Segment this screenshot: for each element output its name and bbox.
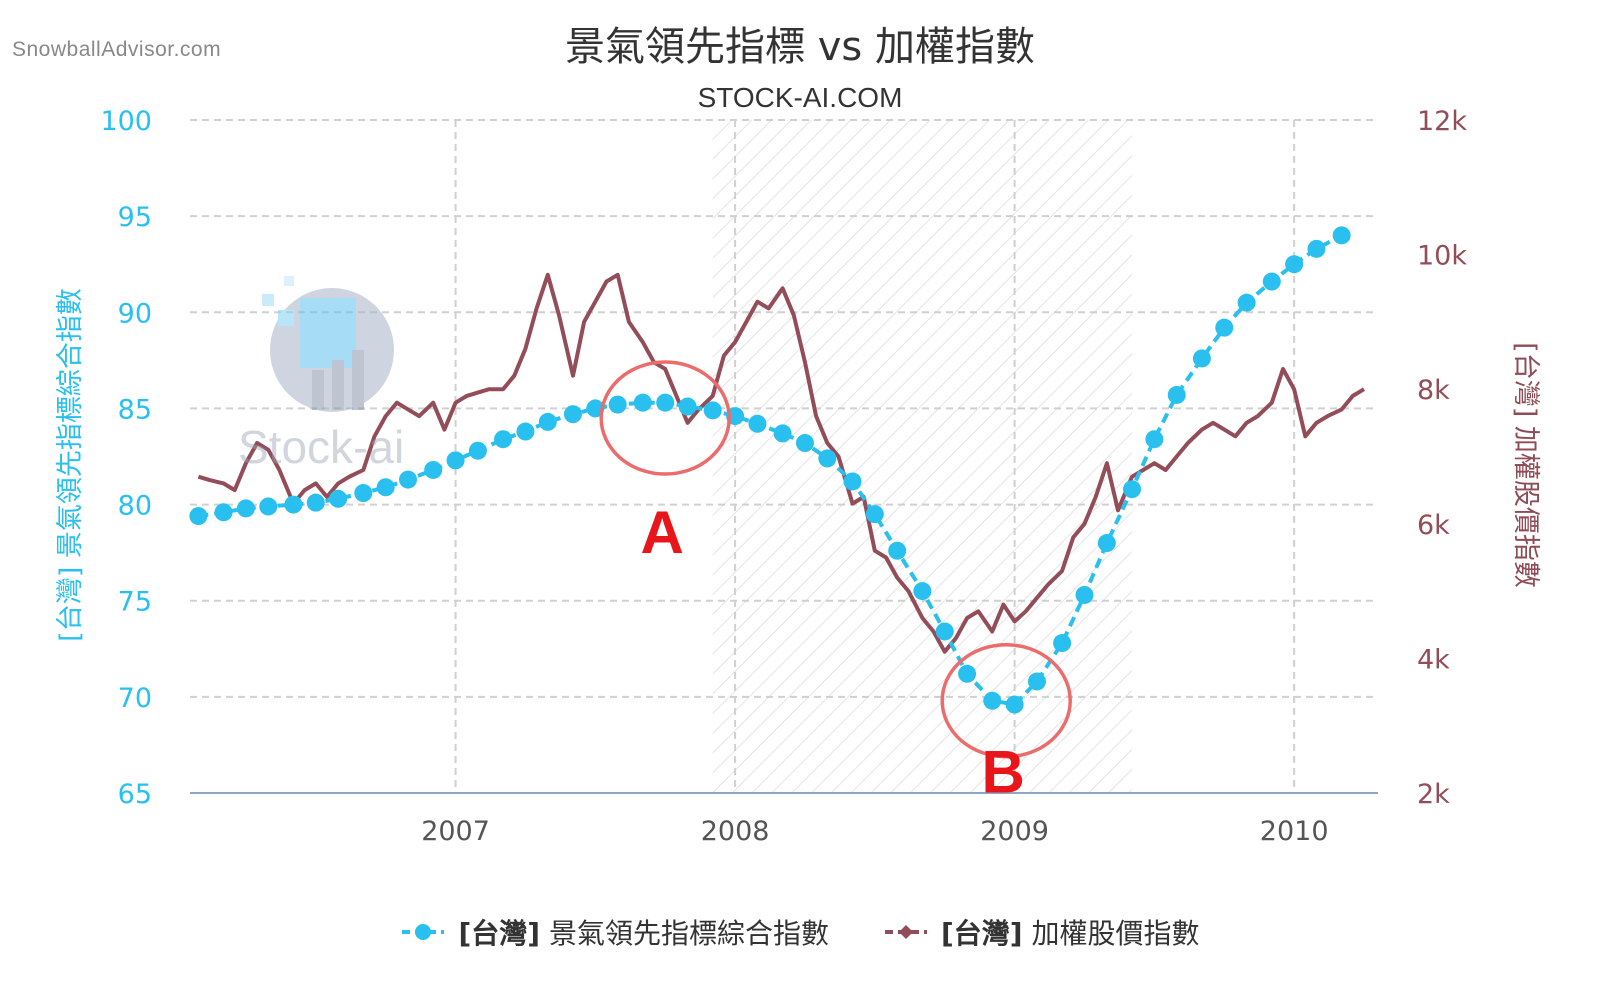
series-point-leading[interactable] [1005, 695, 1024, 714]
series-point-leading[interactable] [1167, 385, 1186, 404]
series-point-leading[interactable] [563, 405, 582, 424]
chart-subtitle: STOCK-AI.COM [697, 82, 903, 113]
series-point-leading[interactable] [424, 460, 443, 479]
series-point-leading[interactable] [913, 582, 932, 601]
series-point-leading[interactable] [284, 495, 303, 514]
x-tick-label: 2007 [421, 816, 490, 847]
site-watermark: SnowballAdvisor.com [12, 38, 222, 61]
legend-taiex-label: 加權股價指數 [1031, 917, 1200, 950]
legend-taiex-prefix: [台灣] [941, 917, 1023, 950]
series-point-leading[interactable] [1215, 318, 1234, 337]
legend-item-leading[interactable]: [台灣] 景氣領先指標綜合指數 [400, 912, 829, 952]
series-point-leading[interactable] [259, 497, 278, 516]
y-left-tick-label: 80 [118, 491, 152, 522]
series-point-leading[interactable] [678, 397, 697, 416]
y-left-tick-label: 65 [118, 779, 152, 810]
series-point-leading[interactable] [306, 493, 325, 512]
y-right-tick-label: 8k [1417, 375, 1450, 406]
series-point-leading[interactable] [1053, 634, 1072, 653]
legend-marker-diamond-icon [885, 925, 927, 939]
logo-text: Stock-ai [238, 421, 405, 473]
series-point-leading[interactable] [236, 499, 255, 518]
series-point-leading[interactable] [189, 507, 208, 526]
y-right-tick-label: 6k [1417, 510, 1450, 541]
series-point-leading[interactable] [608, 395, 627, 414]
y-right-tick-label: 2k [1417, 779, 1450, 810]
series-point-leading[interactable] [516, 422, 535, 441]
y-axis-left-label: [台灣] 景氣領先指標綜合指數 [55, 288, 86, 642]
series-point-leading[interactable] [1237, 293, 1256, 312]
legend-leading-prefix: [台灣] [458, 917, 541, 950]
series-point-leading[interactable] [983, 691, 1002, 710]
y-left-tick-label: 100 [100, 106, 152, 137]
series-point-leading[interactable] [1262, 272, 1281, 291]
series-point-leading[interactable] [1145, 430, 1164, 449]
y-left-tick-label: 75 [118, 587, 152, 618]
series-point-leading[interactable] [656, 393, 675, 412]
annotation-circle-a [599, 360, 731, 476]
series-point-leading[interactable] [633, 393, 652, 412]
x-tick-label: 2008 [701, 816, 770, 847]
annotation-circle-b [940, 642, 1072, 759]
series-point-leading[interactable] [843, 472, 862, 491]
y-left-tick-label: 70 [118, 683, 152, 714]
y-left-tick-label: 95 [118, 202, 152, 233]
legend-marker-dot-icon [402, 924, 445, 940]
series-point-leading[interactable] [888, 541, 907, 560]
series-point-leading[interactable] [1123, 480, 1142, 499]
annotation-label-b: B [982, 739, 1025, 806]
x-tick-label: 2010 [1260, 816, 1329, 847]
series-point-leading[interactable] [214, 503, 233, 522]
stock-ai-logo [262, 276, 394, 412]
series-point-leading[interactable] [1307, 239, 1326, 258]
y-axis-right-label: [台灣] 加權股價指數 [1510, 342, 1541, 588]
series-point-leading[interactable] [795, 434, 814, 453]
series-point-leading[interactable] [958, 664, 977, 683]
y-right-tick-label: 10k [1417, 241, 1467, 272]
series-point-leading[interactable] [1075, 585, 1094, 604]
legend-item-taiex[interactable]: [台灣] 加權股價指數 [883, 912, 1200, 952]
y-right-tick-label: 12k [1417, 106, 1467, 137]
series-point-leading[interactable] [329, 489, 348, 508]
series-point-leading[interactable] [354, 484, 373, 503]
series-point-leading[interactable] [1027, 672, 1046, 691]
annotation-label-a: A [641, 499, 684, 566]
series-point-leading[interactable] [1097, 534, 1116, 553]
series-point-leading[interactable] [1192, 349, 1211, 368]
legend-leading-label: 景氣領先指標綜合指數 [548, 917, 829, 950]
y-left-tick-label: 85 [118, 394, 152, 425]
series-point-leading[interactable] [748, 414, 767, 433]
series-point-leading[interactable] [773, 424, 792, 443]
series-point-leading[interactable] [494, 430, 513, 449]
shaded-region [712, 120, 1133, 793]
series-point-leading[interactable] [399, 470, 418, 489]
chart-title: 景氣領先指標 vs 加權指數 [565, 24, 1035, 70]
series-point-leading[interactable] [935, 622, 954, 641]
series-point-leading[interactable] [818, 449, 837, 468]
series-point-leading[interactable] [1285, 255, 1304, 274]
series-point-leading[interactable] [1332, 226, 1351, 245]
y-left-tick-label: 90 [118, 298, 152, 329]
x-tick-label: 2009 [980, 816, 1049, 847]
series-point-leading[interactable] [376, 478, 395, 497]
series-point-leading[interactable] [468, 441, 487, 460]
y-right-tick-label: 4k [1417, 644, 1450, 675]
series-point-leading[interactable] [446, 451, 465, 470]
series-line-taiex [197, 272, 1366, 654]
legend: [台灣] 景氣領先指標綜合指數 [台灣] 加權股價指數 [0, 912, 1600, 952]
series-point-leading[interactable] [703, 401, 722, 420]
series-point-leading[interactable] [538, 412, 557, 431]
series-point-leading[interactable] [865, 505, 884, 524]
